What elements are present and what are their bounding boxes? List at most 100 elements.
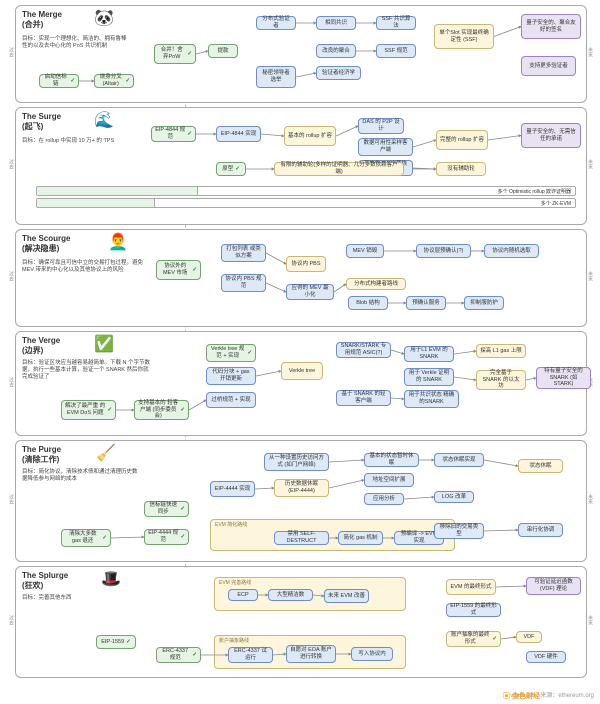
node: 探高 L1 gas 上限 [476,344,526,358]
node: 串行化协调 [518,523,563,537]
node: 应用分析 [364,493,404,505]
node: 分布式构建者路线 [346,278,406,290]
node: EIP-4844 规范✓ [151,126,196,142]
label-past: 过去 [8,377,15,387]
section-surge: The Surge(起飞)🌊目标：在 rollup 中实现 10 万+ 的 TP… [15,107,587,225]
node: ECP [228,589,258,601]
node: 打包列表 或类似方案 [221,244,266,262]
node: EIP-4844 实现 [216,126,261,142]
node: 相同共识 [316,16,356,30]
check-icon: ✓ [125,78,130,85]
check-icon: ✓ [192,652,197,659]
node: 烧身分叉 (Altair)✓ [94,74,134,88]
label-past: 过去 [8,47,15,57]
node: 完全基于 SNARK 的以太坊 [476,370,526,390]
progress-bar: 多个 ZK-EVM [36,198,576,208]
node: 写入协议内 [351,647,393,661]
node: 地址空间扩展 [364,473,414,487]
node: EVM 的最终形式 [446,579,496,595]
node: 协议外的 MEV 市场✓ [156,260,201,280]
check-icon: ✓ [126,639,131,646]
section-icon: 👨‍🦰 [108,232,128,252]
title-en: The Merge [22,10,62,19]
node: LOG 改革 [434,491,474,503]
node: 协议内随机选取 [484,244,539,258]
node: EIP-1559✓ [96,635,136,649]
section-header: The Merge(合并) [22,10,62,30]
node: 单个Slot 实现最终确定性 (SSF) [434,24,494,49]
section-purge: The Purge(清除工作) 🧹 目标：简化协议，清除技术债和通过清理历史数据降低… [15,440,587,562]
label-past: 过去 [8,271,15,281]
title-zh: (边界) [22,345,60,356]
node: VDF [516,631,542,643]
section-goal: 目标：在 rollup 中实现 10 万+ 的 TPS [22,138,142,145]
progress-fill [37,199,155,207]
node: 支持基本的 轻客户端 (同步委员会)✓ [134,400,189,420]
node: Verkle tree [281,362,323,380]
node: 自愿对 EOA 账户进行转换 [286,645,336,663]
check-icon: ✓ [102,535,107,542]
node: EIP-4444 规范✓ [144,529,189,545]
progress-label: 多个 ZK-EVM [541,200,571,207]
check-icon: ✓ [180,407,185,414]
node: 禁用 SELF-DESTRUCT [274,531,329,545]
node: 协议内 PBS [286,256,326,272]
node: 没有辅助轮 [436,162,486,176]
section-icon: 🌊 [94,110,114,130]
node: 代码分块 + gas 开销更新 [206,367,256,385]
node: EIP-4444 实现 [210,481,255,497]
section-goal: 目标：完善其他东西 [22,595,122,602]
label-future: 未来 [587,615,594,625]
node: 量子安全的、聚合友好的签名 [521,14,581,39]
section-header: The Splurge(狂欢) [22,571,68,591]
node: 基本的状态暂时休眠 [364,453,419,467]
section-icon: ✅ [94,334,114,354]
node: 基本的 rollup 扩容 [284,126,336,146]
title-zh: (狂欢) [22,580,68,591]
title-zh: (合并) [22,19,62,30]
section-header: The Purge(清除工作) [22,445,61,465]
title-en: The Purge [22,445,61,454]
section-icon: 🧹 [96,443,116,463]
section-goal: 目标：确保可靠且可信中立的交易打包过程。避免 MEV 带来的中心化以及其他协议上… [22,260,152,274]
node: DAS 的 P2P 设计 [358,118,404,134]
label-past: 过去 [8,494,15,504]
route-label: 账户抽象路线 [219,637,249,644]
node: 基于 SNARK 的轻客户端 [336,390,391,406]
node: 特有量子安全的 SNARK (如 STARK) [536,367,591,389]
section-goal: 目标：简化协议，清除技术债和通过清理历史数据降低参与网络的成本 [22,469,142,483]
node: 启动信标链✓ [39,74,79,88]
node: ERC-4337 规范✓ [156,647,201,663]
label-future: 未来 [587,47,594,57]
section-scourge: The Scourge(解决隐患) 👨‍🦰 目标：确保可靠且可信中立的交易打包过程。… [15,229,587,327]
check-icon: ✓ [192,267,197,274]
node: 协议内 PBS 规范 [221,274,266,292]
node: SNARK/STARK 专用规范 ASIC(?) [336,342,391,358]
title-en: The Splurge [22,571,68,580]
node: 未来 EVM 改善 [324,589,369,603]
check-icon: ✓ [247,350,252,357]
check-icon: ✓ [235,166,240,173]
node: ERC-4337 试运行 [228,647,273,663]
node: 秘密领导者选举 [256,66,296,88]
title-en: The Surge [22,112,61,121]
node: 支持更多验证者 [521,56,576,76]
node: 历史数据休眠 (EIP-4444) [274,479,329,497]
node: 改良的聚合 [316,44,356,58]
title-zh: (解决隐患) [22,243,70,254]
node: 状态休眠 [518,459,563,473]
node: 完整的 rollup 扩容 [436,130,488,150]
node: 协议层预确认(?) [416,244,471,258]
node: 清除大多数 gas 退还✓ [61,529,111,547]
node: 用于 Verkle 证明的 SNARK [404,368,454,386]
node: 移除旧的交易类型 [434,523,484,539]
section-header: The Scourge(解决隐患) [22,234,70,254]
check-icon: ✓ [70,78,75,85]
node: 验证者经济学 [316,66,361,80]
node: 预确认服务 [406,296,446,310]
check-icon: ✓ [180,534,185,541]
node: 过桥规范 + 实现 [206,392,256,408]
check-icon: ✓ [180,506,185,513]
node: SSF 共识算法 [376,16,416,30]
node: 解决了最严重 的EVM DoS 问题✓ [61,400,116,420]
